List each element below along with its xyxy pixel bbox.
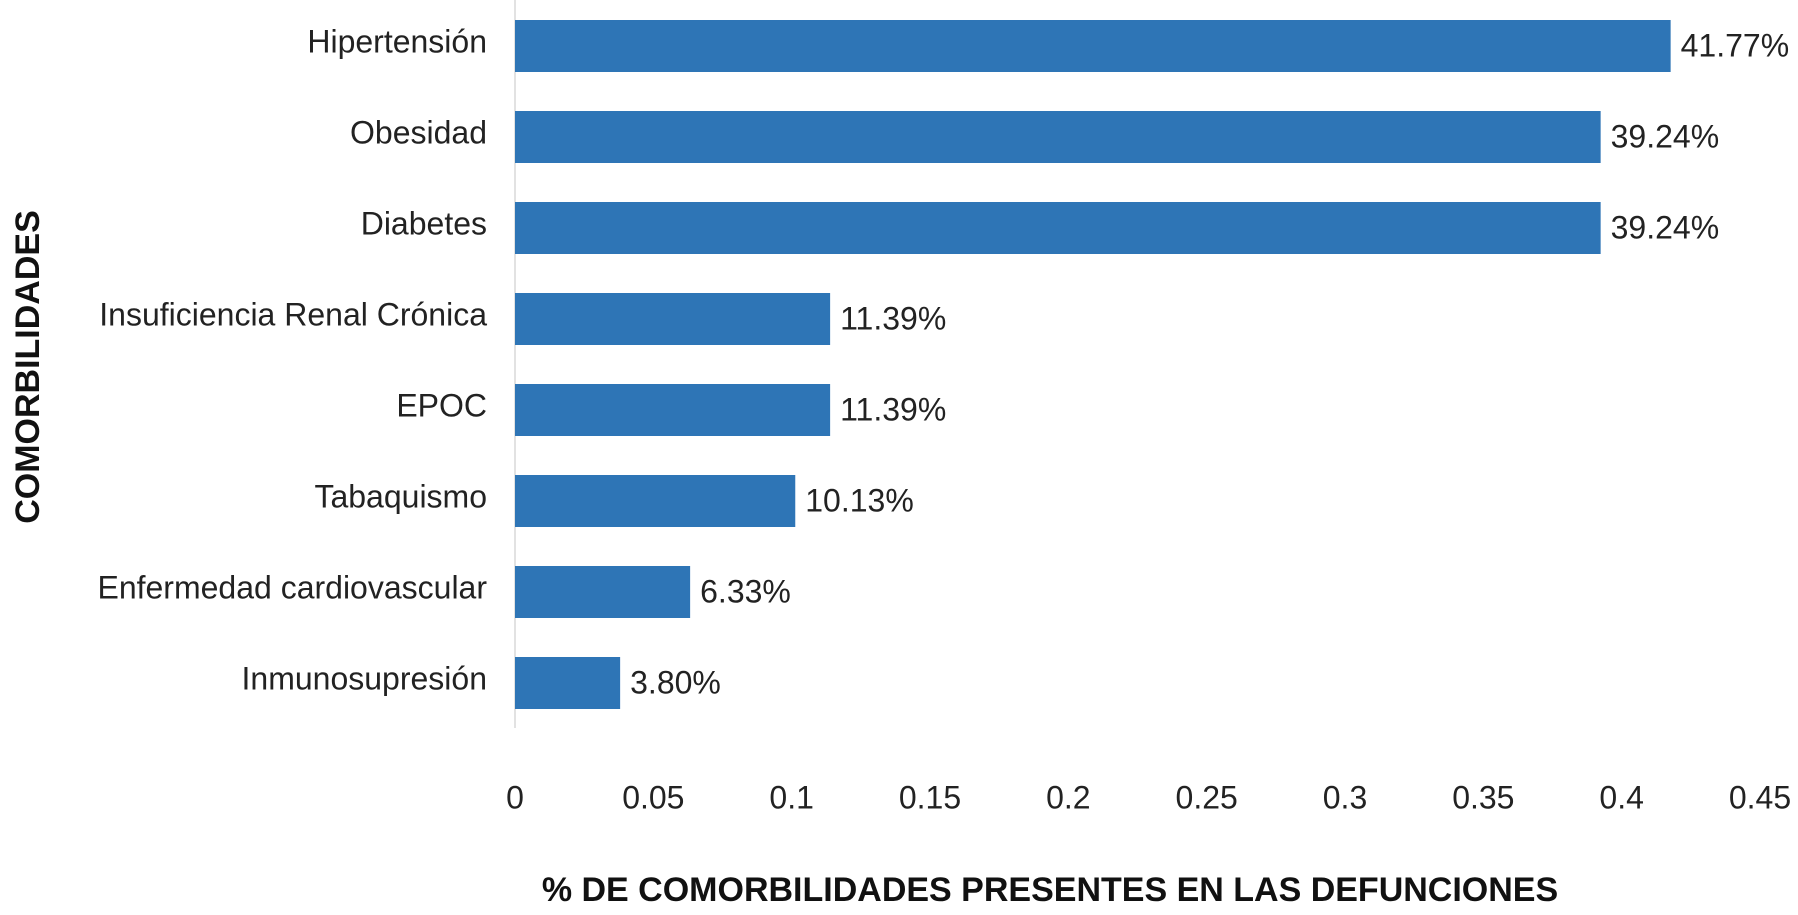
x-tick-label: 0.25 [1176, 779, 1238, 815]
bar [515, 202, 1601, 254]
y-tick-label: Diabetes [361, 205, 487, 241]
y-tick-label: EPOC [396, 387, 487, 423]
y-tick-label: Insuficiencia Renal Crónica [99, 296, 487, 332]
x-tick-label: 0.15 [899, 779, 961, 815]
value-label: 10.13% [805, 482, 914, 518]
value-label: 3.80% [630, 664, 721, 700]
x-tick-label: 0 [506, 779, 524, 815]
value-label: 41.77% [1681, 27, 1790, 63]
x-tick-label: 0.05 [622, 779, 684, 815]
bar [515, 475, 796, 527]
x-axis-title: % DE COMORBILIDADES PRESENTES EN LAS DEF… [542, 871, 1558, 909]
bar [515, 657, 621, 709]
x-tick-label: 0.45 [1729, 779, 1791, 815]
bar [515, 20, 1671, 72]
y-tick-label: Obesidad [350, 114, 487, 150]
x-tick-label: 0.35 [1452, 779, 1514, 815]
value-label: 11.39% [840, 300, 946, 336]
x-tick-label: 0.2 [1046, 779, 1090, 815]
value-label: 11.39% [840, 391, 946, 427]
bar [515, 111, 1601, 163]
value-label: 39.24% [1611, 118, 1720, 154]
bar [515, 293, 831, 345]
y-tick-label: Enfermedad cardiovascular [97, 569, 487, 605]
bar [515, 566, 691, 618]
x-tick-label: 0.1 [769, 779, 813, 815]
y-tick-label: Tabaquismo [314, 478, 487, 514]
value-label: 39.24% [1611, 209, 1720, 245]
y-axis-title: COMORBILIDADES [9, 210, 47, 524]
x-tick-label: 0.4 [1599, 779, 1643, 815]
value-label: 6.33% [700, 573, 791, 609]
y-tick-label: Inmunosupresión [242, 660, 487, 696]
y-tick-label: Hipertensión [307, 23, 487, 59]
bar [515, 384, 831, 436]
x-tick-label: 0.3 [1323, 779, 1367, 815]
